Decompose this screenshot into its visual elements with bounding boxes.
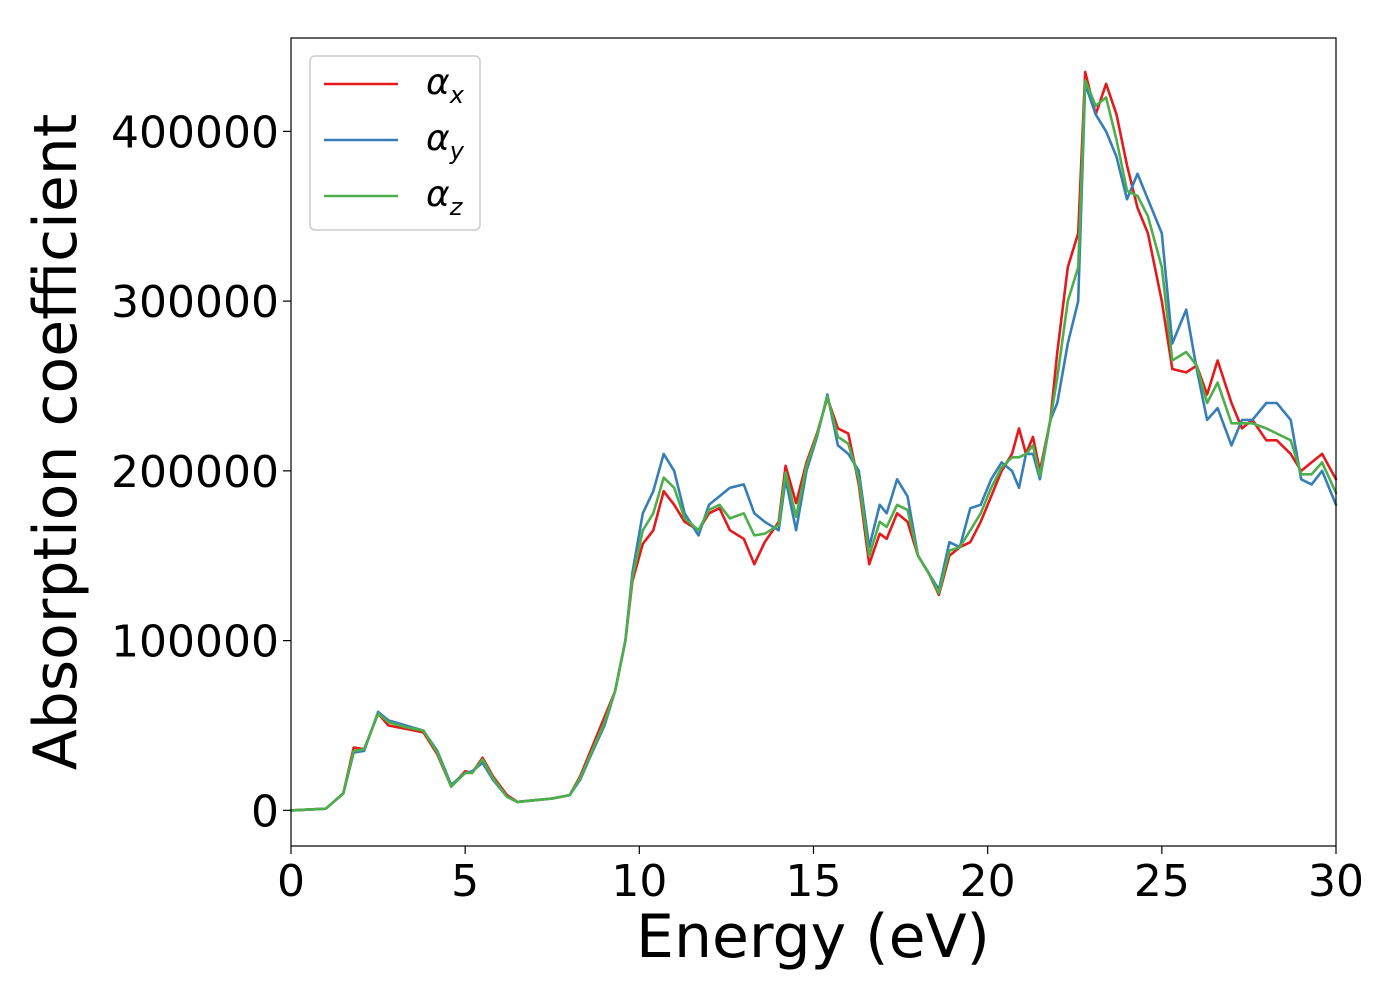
legend-box	[309, 55, 481, 231]
series-line-alpha-z	[289, 79, 1338, 812]
x-axis-ticks: 0 5 10 15 20 25 30	[277, 846, 1364, 907]
y-tick-label: 200000	[111, 447, 279, 498]
x-tick-label: 25	[1134, 856, 1190, 907]
x-tick-label: 10	[611, 856, 667, 907]
x-tick-label: 20	[960, 856, 1016, 907]
legend-entries: αx αy αz	[324, 62, 465, 221]
series-lines	[289, 70, 1338, 812]
x-tick-label: 0	[277, 856, 305, 907]
y-axis-label: Absorption coefficient	[21, 114, 91, 771]
x-tick-label: 30	[1308, 856, 1364, 907]
y-axis-ticks: 0 100000 200000 300000 400000	[111, 107, 291, 837]
legend-label-alpha-x: αx	[426, 62, 465, 109]
y-tick-label: 0	[251, 786, 279, 837]
legend: αx αy αz	[309, 55, 481, 231]
legend-label-alpha-z: αz	[426, 174, 464, 221]
x-tick-label: 15	[786, 856, 842, 907]
y-tick-label: 300000	[111, 277, 279, 328]
x-axis-label: Energy (eV)	[636, 902, 990, 972]
x-tick-label: 5	[451, 856, 479, 907]
y-tick-label: 100000	[111, 617, 279, 668]
legend-label-alpha-y: αy	[426, 118, 465, 165]
y-tick-label: 400000	[111, 107, 279, 158]
